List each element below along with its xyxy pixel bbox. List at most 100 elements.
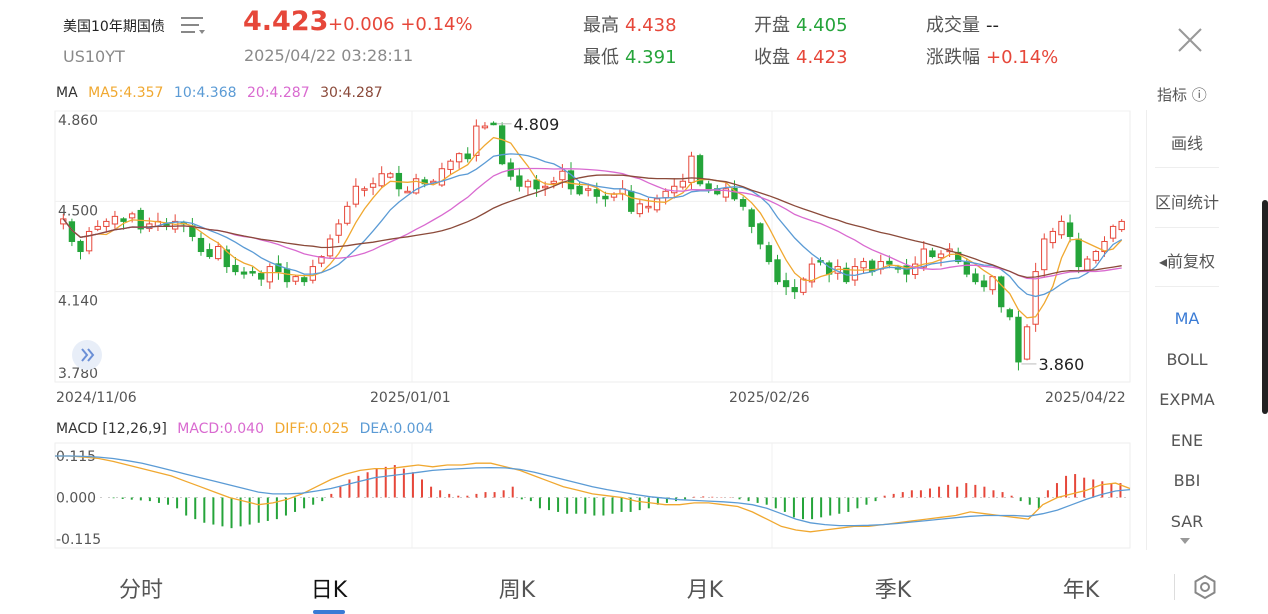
candle-body xyxy=(498,125,506,165)
stat-label: 最高 xyxy=(583,15,619,36)
tab-daily[interactable]: 日K xyxy=(310,578,348,603)
tab-timeshare[interactable]: 分时 xyxy=(118,578,163,603)
candle-body xyxy=(980,280,988,288)
candle-body xyxy=(1049,230,1057,244)
ma5-value: MA5:4.357 xyxy=(88,85,164,101)
candle-body xyxy=(1075,238,1082,268)
candle-body xyxy=(636,203,643,215)
candle-body xyxy=(85,230,93,252)
stat-volume: 成交量 -- xyxy=(926,11,999,37)
candle-body xyxy=(851,266,859,281)
date-label: 2024/11/06 xyxy=(56,390,137,406)
adjust-mode-button[interactable]: ◂前复权 xyxy=(1158,252,1216,271)
date-label: 2025/04/22 xyxy=(1045,390,1126,406)
divider xyxy=(1174,574,1175,600)
candle-body xyxy=(524,180,532,188)
expand-button[interactable] xyxy=(72,340,102,370)
indicator-link[interactable]: 指标 ⓘ xyxy=(1157,86,1207,104)
stat-value: 4.438 xyxy=(625,15,677,36)
candle-body xyxy=(782,280,790,288)
stat-value: 4.423 xyxy=(796,47,848,68)
max-price-label: 4.809 xyxy=(514,115,560,134)
date-label: 2025/02/26 xyxy=(729,390,810,406)
candle-body xyxy=(722,188,730,198)
stat-open: 开盘 4.405 xyxy=(754,11,848,37)
candle-body xyxy=(352,185,360,205)
candle-body xyxy=(559,170,566,181)
stat-close: 收盘 4.423 xyxy=(754,43,848,69)
stat-label: 涨跌幅 xyxy=(926,47,980,68)
candle-body xyxy=(455,153,463,163)
tab-quarterly[interactable]: 季K xyxy=(874,578,912,603)
menu-icon[interactable] xyxy=(180,14,206,36)
candle-body xyxy=(533,179,540,190)
settings-icon[interactable] xyxy=(1192,574,1218,600)
candle-body xyxy=(748,209,755,227)
date-label: 2025/01/01 xyxy=(370,390,451,406)
candle-body xyxy=(301,277,308,283)
candle-body xyxy=(1109,225,1117,239)
indicator-sar[interactable]: SAR xyxy=(1170,512,1204,531)
candle-body xyxy=(318,256,325,264)
ma10-line xyxy=(62,153,1123,298)
candle-body xyxy=(1066,222,1074,237)
tab-monthly[interactable]: 月K xyxy=(686,578,724,603)
draw-line-button[interactable]: 画线 xyxy=(1170,134,1203,153)
indicator-bbi[interactable]: BBI xyxy=(1173,471,1201,490)
candle-body xyxy=(912,263,919,275)
ma20-value: 20:4.287 xyxy=(247,85,310,101)
candle-body xyxy=(903,265,910,275)
candle-body xyxy=(516,175,523,187)
candle-body xyxy=(387,173,394,178)
scrollbar[interactable] xyxy=(1262,200,1268,414)
candle-body xyxy=(378,173,385,187)
divider xyxy=(1155,227,1219,228)
indicator-expma[interactable]: EXPMA xyxy=(1159,390,1215,409)
indicator-boll[interactable]: BOLL xyxy=(1166,350,1208,369)
indicator-ene[interactable]: ENE xyxy=(1170,431,1204,450)
candle-body xyxy=(171,220,179,230)
candle-body xyxy=(920,248,927,268)
price-tick-label: 4.140 xyxy=(58,294,98,310)
stat-label: 收盘 xyxy=(754,47,790,68)
macd-tick-label: 0.000 xyxy=(56,491,96,507)
candle-body xyxy=(240,271,248,275)
macd-legend: MACD [12,26,9] MACD:0.040 DIFF:0.025 DEA… xyxy=(56,421,439,437)
candle-body xyxy=(404,190,411,194)
indicator-ma[interactable]: MA xyxy=(1174,309,1200,328)
price-tick-label: 4.860 xyxy=(58,113,98,129)
price-tick-label: 3.780 xyxy=(58,366,98,382)
stat-value: +0.14% xyxy=(986,47,1059,68)
range-stats-button[interactable]: 区间统计 xyxy=(1154,193,1219,212)
candle-body xyxy=(197,237,205,253)
scroll-down-icon[interactable] xyxy=(1180,538,1190,544)
tab-weekly[interactable]: 周K xyxy=(498,578,536,603)
candle-body xyxy=(412,178,420,194)
candle-body xyxy=(585,188,592,191)
active-tab-indicator xyxy=(313,610,345,614)
candle-body xyxy=(223,249,230,268)
price-change: +0.006 +0.14% xyxy=(328,14,473,35)
side-panel: 画线 区间统计 ◂前复权 MA BOLL EXPMA ENE BBI SAR xyxy=(1146,110,1226,550)
candle-body xyxy=(77,240,84,253)
candle-body xyxy=(628,190,635,212)
candle-body xyxy=(550,180,557,184)
candle-body xyxy=(774,259,781,283)
candle-body xyxy=(765,245,773,263)
divider xyxy=(1155,167,1219,168)
candle-body xyxy=(335,223,342,236)
candle-body xyxy=(1006,309,1014,318)
last-price: 4.423 xyxy=(243,6,329,37)
tab-yearly[interactable]: 年K xyxy=(1062,578,1100,603)
candle-body xyxy=(679,180,687,188)
quote-header: 美国10年期国债 US10YT 4.423 +0.006 +0.14% 2025… xyxy=(0,0,1268,76)
stat-value: 4.405 xyxy=(796,15,848,36)
ma-label: MA xyxy=(56,85,78,101)
ma20-line xyxy=(62,167,1122,280)
candle-body xyxy=(972,273,979,283)
candle-body xyxy=(800,278,807,293)
candle-body xyxy=(103,220,110,227)
diff-line xyxy=(55,455,1131,533)
close-icon[interactable] xyxy=(1176,26,1204,54)
